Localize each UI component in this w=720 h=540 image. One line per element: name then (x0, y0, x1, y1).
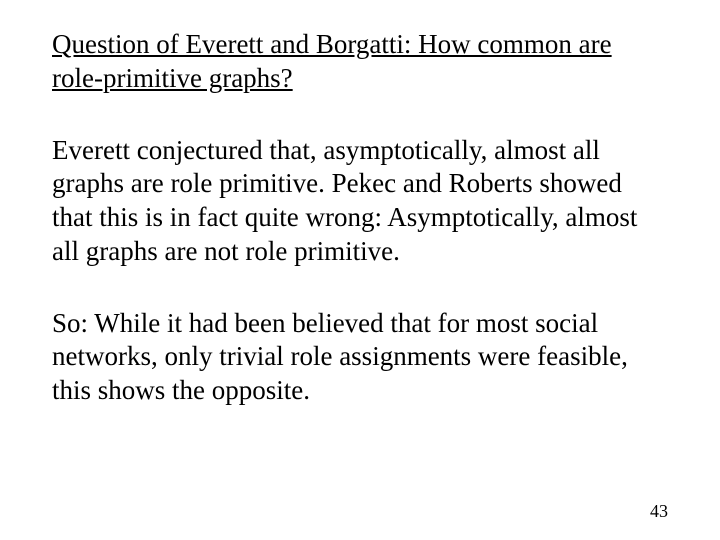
paragraph-2: So: While it had been believed that for … (52, 307, 668, 408)
paragraph-1: Everett conjectured that, asymptotically… (52, 134, 668, 269)
slide-heading: Question of Everett and Borgatti: How co… (52, 28, 668, 96)
page-number: 43 (650, 501, 668, 522)
